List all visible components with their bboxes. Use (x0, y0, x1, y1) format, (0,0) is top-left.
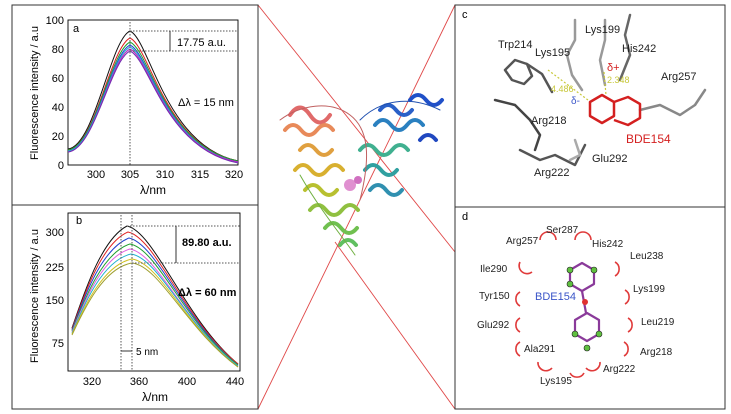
panel-a-annotation: 17.75 a.u. (177, 37, 226, 49)
residue-label: Arg218 (640, 347, 673, 358)
y-tick-label: 300 (46, 227, 64, 239)
panel-a-y-ticks: 0 20 40 60 80 100 (46, 15, 64, 172)
panel-d: d Ser287 (462, 211, 675, 387)
y-tick-label: 75 (52, 338, 64, 350)
residue-label: His242 (622, 43, 656, 55)
panel-b-border (11, 204, 259, 410)
panel-a-curve (67, 41, 239, 162)
x-tick-label: 400 (178, 376, 196, 388)
x-tick-label: 310 (156, 169, 174, 181)
panel-b-annotation: 89.80 a.u. (182, 237, 232, 249)
residue-label: Lys195 (535, 47, 570, 59)
panel-b-ylabel: Fluorescence intensity / a.u (29, 229, 41, 363)
y-tick-label: 225 (46, 262, 64, 274)
panel-c: c δ+ δ- 4.486 2.348 Lys199 His242 Trp214… (462, 9, 707, 179)
residue-label: Glu292 (477, 320, 510, 331)
panel-b-y-ticks: 75 150 225 300 (46, 227, 64, 350)
residue-label: Leu238 (630, 251, 664, 262)
y-tick-label: 40 (52, 102, 64, 114)
panel-a-letter: a (73, 23, 80, 35)
y-tick-label: 100 (46, 15, 64, 27)
panel-b-x-ticks: 320 360 400 440 (83, 376, 244, 388)
x-tick-label: 305 (121, 169, 139, 181)
panel-b-curve (71, 243, 239, 366)
panel-d-ligand-label: BDE154 (535, 291, 576, 303)
protein-ribbon-structure (279, 93, 444, 256)
y-tick-label: 60 (52, 73, 64, 85)
panel-d-letter: d (462, 211, 468, 223)
panel-b-shift-label: 5 nm (136, 347, 158, 358)
panel-b: b 89.80 a.u. Δλ = 60 nm 5 nm 320 360 400… (29, 212, 244, 404)
panel-a: a 17.75 a.u. Δλ = 15 nm 300 305 310 315 … (29, 15, 243, 197)
residue-label: Arg222 (603, 364, 636, 375)
panel-a-plot-area (67, 19, 239, 166)
panel-a-x-ticks: 300 305 310 315 320 (87, 169, 243, 181)
panel-a-ylabel: Fluorescence intensity / a.u (29, 26, 41, 160)
residue-label: Ile290 (480, 264, 508, 275)
panel-b-letter: b (76, 215, 82, 227)
residue-label: Glu292 (592, 153, 627, 165)
residue-label: Arg222 (534, 167, 569, 179)
residue-label: Lys199 (633, 284, 665, 295)
panel-d-border (454, 206, 726, 410)
panel-c-letter: c (462, 9, 468, 21)
panel-a-xlabel: λ/nm (140, 183, 166, 197)
residue-label: Lys199 (585, 24, 620, 36)
panel-a-delta-label: Δλ = 15 nm (178, 97, 234, 109)
x-tick-label: 300 (87, 169, 105, 181)
x-tick-label: 320 (225, 169, 243, 181)
residue-label: His242 (592, 239, 624, 250)
panel-b-delta-label: Δλ = 60 nm (178, 287, 237, 299)
y-tick-label: 0 (58, 160, 64, 172)
panel-c-delta-minus: δ- (571, 96, 580, 107)
panel-b-xlabel: λ/nm (142, 390, 168, 404)
panel-c-ligand-label: BDE154 (626, 132, 671, 146)
panel-d-ligand-atoms (566, 266, 603, 352)
residue-label: Leu219 (641, 317, 675, 328)
x-tick-label: 315 (191, 169, 209, 181)
panel-c-delta-plus: δ+ (607, 62, 620, 74)
panel-b-curve (71, 258, 239, 368)
y-tick-label: 150 (46, 295, 64, 307)
residue-label: Trp214 (498, 39, 532, 51)
panel-c-residue-sticks (493, 13, 707, 167)
y-tick-label: 80 (52, 44, 64, 56)
residue-label: Arg218 (531, 115, 566, 127)
panel-d-residue-labels: Ser287 Arg257 His242 Leu238 Ile290 Lys19… (477, 225, 675, 387)
panel-b-plot-area (67, 212, 241, 372)
y-tick-label: 20 (52, 131, 64, 143)
panel-c-ligand-structure (588, 93, 642, 127)
panel-d-contact-arcs (515, 231, 633, 378)
residue-label: Ala291 (524, 344, 556, 355)
panel-c-distance-1: 4.486 (551, 84, 574, 94)
residue-label: Lys195 (540, 376, 572, 387)
panel-c-distance-2: 2.348 (607, 75, 630, 85)
residue-label: Arg257 (506, 236, 539, 247)
panel-b-curve (71, 253, 239, 367)
panel-c-residue-labels: Lys199 His242 Trp214 Lys195 Arg257 Arg21… (498, 24, 696, 179)
x-tick-label: 360 (130, 376, 148, 388)
residue-label: Ser287 (546, 225, 579, 236)
panel-c-distance-line (547, 69, 589, 101)
panel-b-curve (71, 231, 239, 365)
x-tick-label: 440 (226, 376, 244, 388)
panel-a-border (11, 4, 259, 206)
x-tick-label: 320 (83, 376, 101, 388)
residue-label: Tyr150 (479, 291, 510, 302)
panel-d-oxygen-atom (582, 299, 588, 305)
residue-label: Arg257 (661, 71, 696, 83)
